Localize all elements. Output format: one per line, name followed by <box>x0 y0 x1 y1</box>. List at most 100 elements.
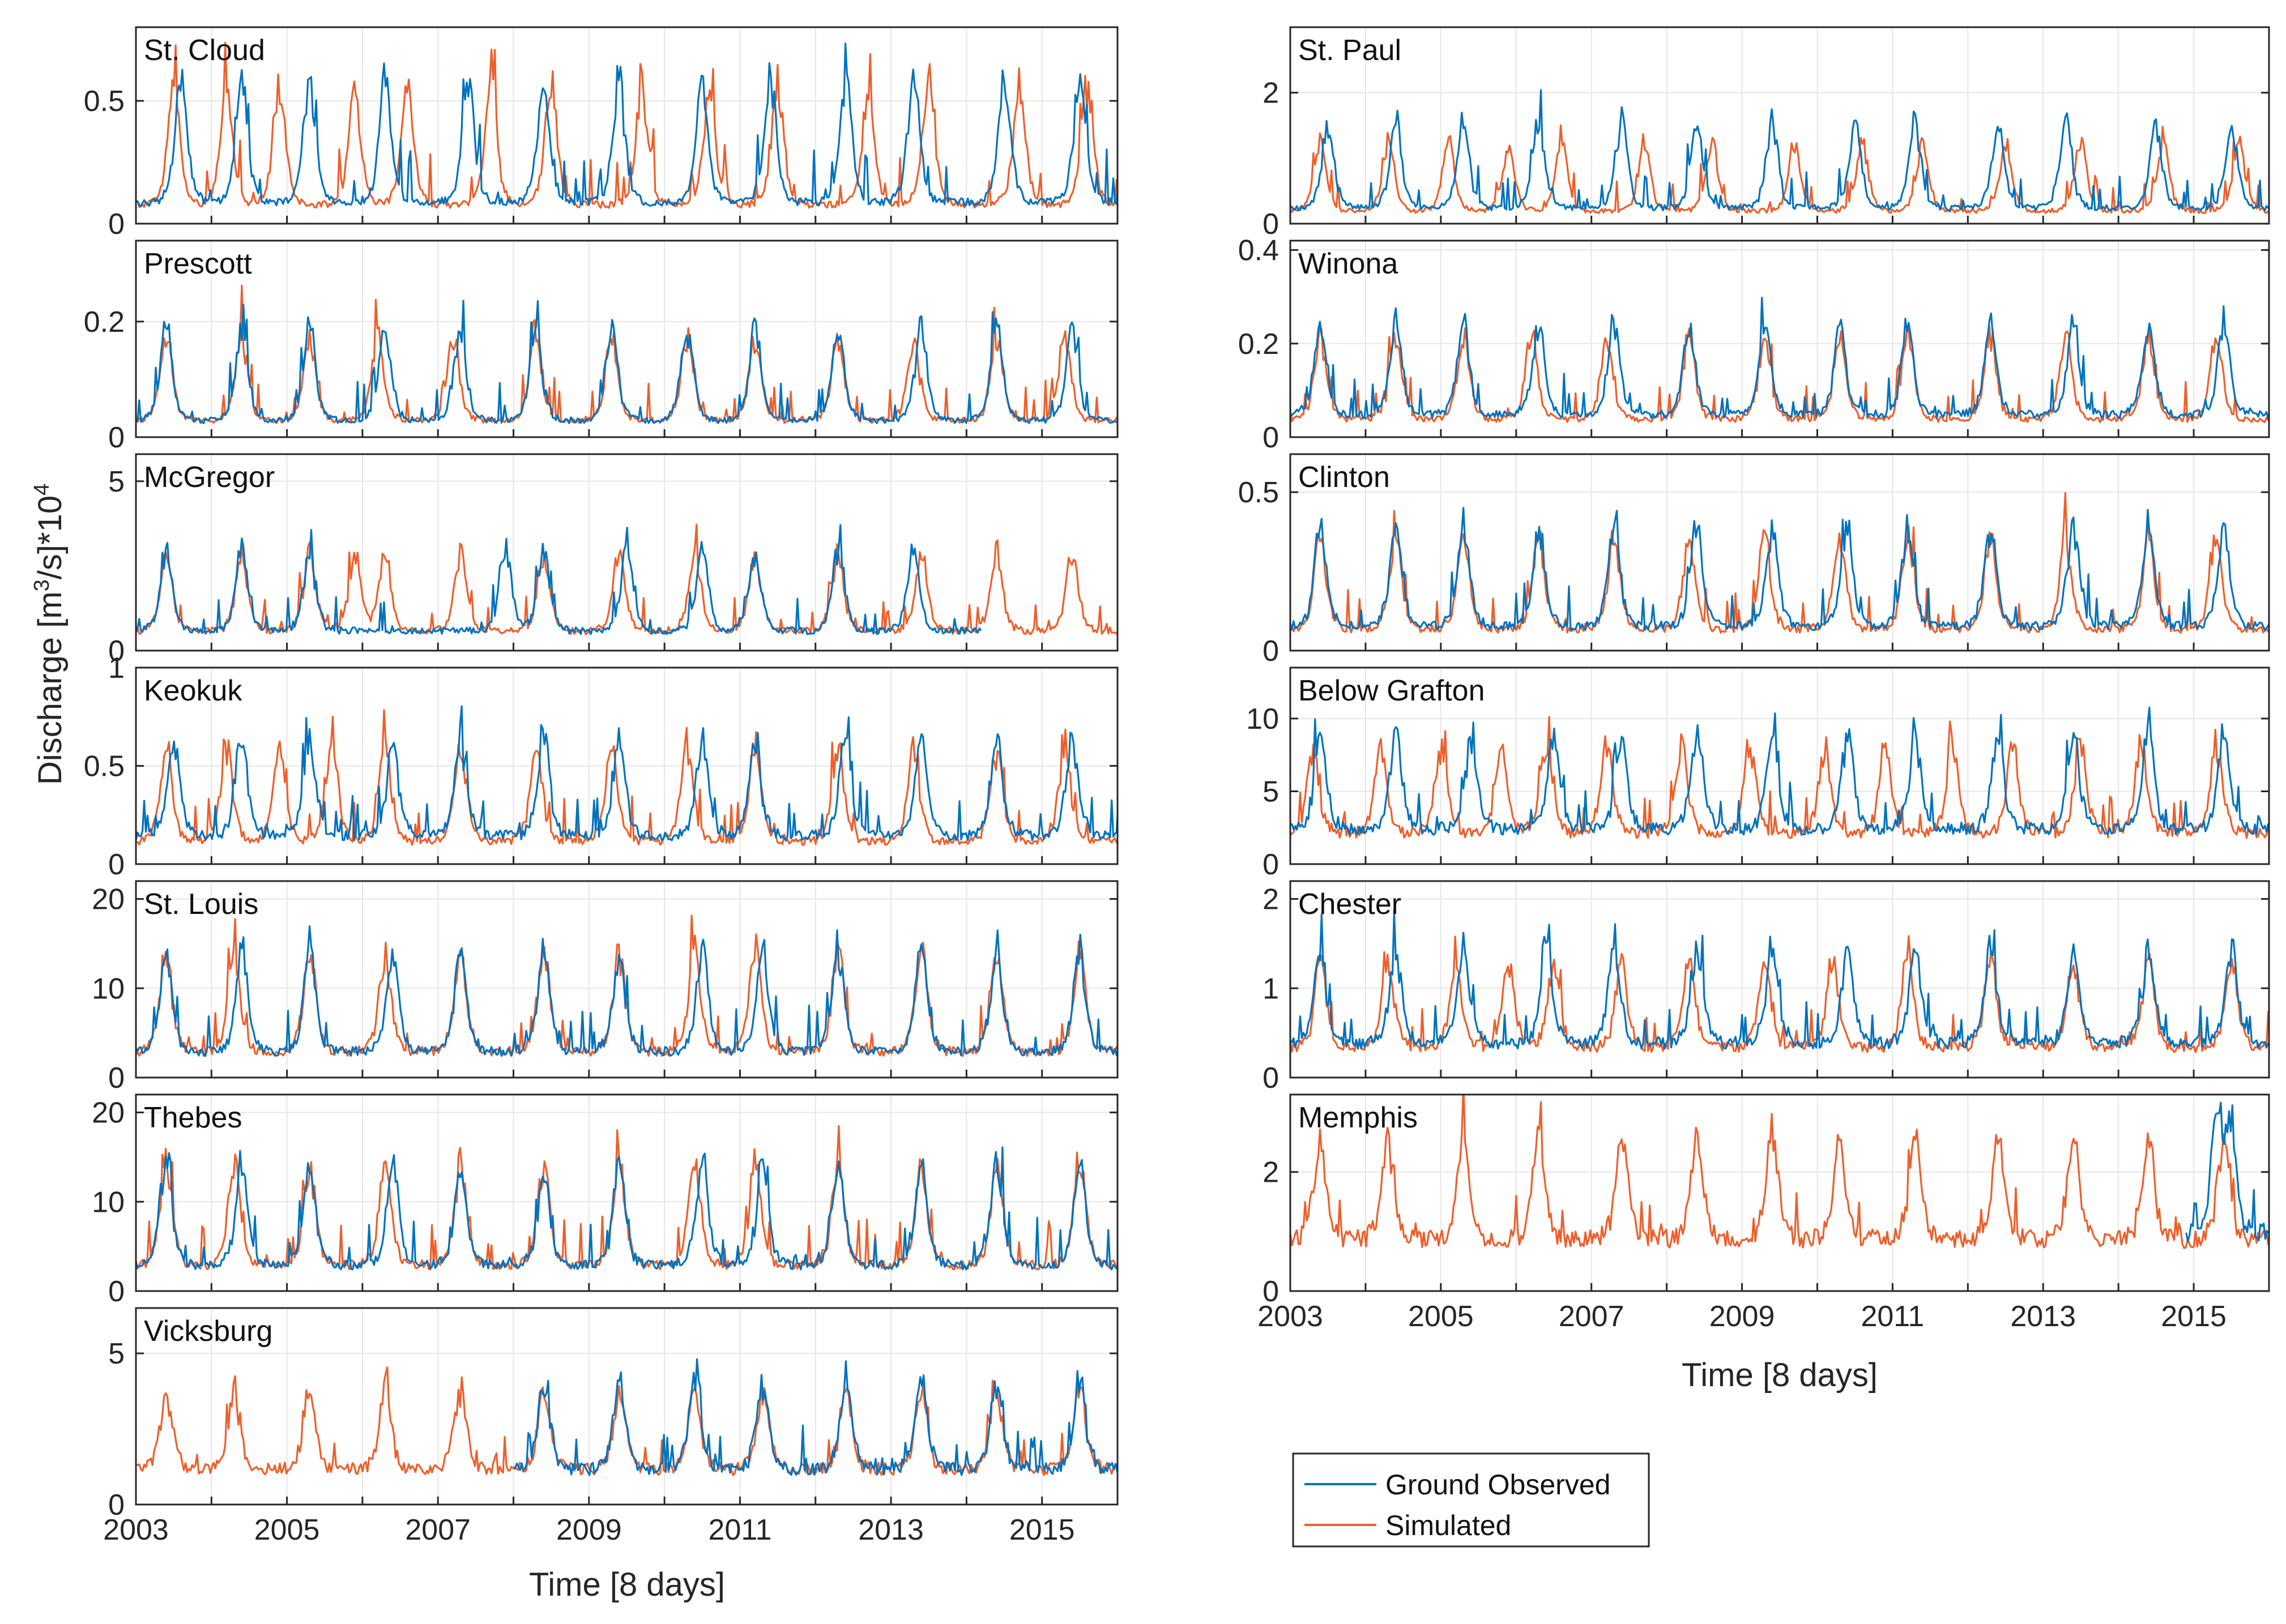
plot-area <box>136 454 1118 651</box>
series-line-observed <box>136 524 982 635</box>
panel-mcgregor: 0 5 McGregor <box>108 453 1119 668</box>
panel-title: Chester <box>1298 888 1401 921</box>
series-line-simulated <box>1290 1095 2269 1249</box>
x-tick-label: 2009 <box>1709 1300 1775 1333</box>
y-tick-label: 1 <box>1263 972 1279 1005</box>
panel-keokuk: 0 0.5 1 Keokuk <box>84 652 1119 881</box>
series-line-observed <box>136 42 1118 207</box>
series-group <box>136 523 1118 635</box>
series-group <box>136 284 1118 424</box>
series-group <box>136 914 1118 1057</box>
series-line-observed <box>136 1146 1118 1271</box>
y-tick-label: 0 <box>108 848 125 881</box>
series-line-observed <box>136 300 1118 424</box>
panel-st-paul: 0 2 St. Paul <box>1263 26 2270 241</box>
series-line-observed <box>136 705 1118 841</box>
y-tick-label: 0.4 <box>1238 234 1279 267</box>
ylabel-mid: /s]*10 <box>32 495 69 579</box>
panel-frame <box>1289 1093 2270 1292</box>
plot-area <box>1290 27 2269 224</box>
series-line-observed <box>513 1358 1118 1476</box>
panels-group: 0 0.5 St. Cloud 0 0.2 Prescott 0 5 McGregor 0 0.5 1… <box>84 26 2270 1546</box>
series-line-observed <box>2185 1101 2269 1242</box>
panel-title: St. Louis <box>144 888 258 921</box>
ylabel-sup2: 4 <box>30 484 54 495</box>
x-tick-label: 2003 <box>1257 1300 1323 1333</box>
x-axis-label-left: Time [8 days] <box>529 1566 725 1603</box>
series-line-observed <box>1290 707 2269 836</box>
x-tick-label: 2007 <box>405 1514 471 1546</box>
y-tick-label: 1 <box>108 652 125 685</box>
series-line-observed <box>1290 89 2269 212</box>
y-tick-label: 0 <box>1263 635 1279 668</box>
panel-title: Below Grafton <box>1298 674 1485 707</box>
panel-title: Memphis <box>1298 1101 1418 1134</box>
series-line-observed <box>1290 507 2269 631</box>
series-line-simulated <box>136 284 1118 424</box>
panel-vicksburg: 0 5 2003 2005 2007 2009 2011 2013 2015 Vicksburg <box>103 1307 1119 1546</box>
y-tick-label: 0 <box>108 208 125 241</box>
plot-area <box>136 27 1118 224</box>
x-tick-label: 2009 <box>556 1514 622 1546</box>
y-tick-label: 0 <box>108 1062 125 1095</box>
x-tick-label: 2005 <box>1408 1300 1474 1333</box>
legend-label-simulated: Simulated <box>1385 1510 1511 1541</box>
panel-below-grafton: 0 5 10 Below Grafton <box>1246 666 2270 881</box>
series-group <box>1290 492 2269 634</box>
y-tick-label: 2 <box>1263 1156 1279 1189</box>
panel-frame <box>1289 666 2270 865</box>
legend-label-observed: Ground Observed <box>1385 1469 1610 1501</box>
panel-title: McGregor <box>144 461 275 494</box>
series-line-observed <box>1290 297 2269 420</box>
ylabel-main: Discharge [m <box>32 591 69 785</box>
plot-area <box>136 241 1118 437</box>
series-group <box>1290 707 2269 839</box>
y-tick-label: 0 <box>108 421 125 454</box>
x-tick-label: 2015 <box>1009 1514 1075 1546</box>
series-line-simulated <box>136 709 1118 846</box>
x-tick-label: 2005 <box>254 1514 320 1546</box>
legend: Ground Observed Simulated <box>1292 1452 1650 1548</box>
series-group <box>136 705 1118 846</box>
y-tick-label: 0 <box>108 635 125 668</box>
grid <box>1290 1095 2269 1291</box>
grid <box>136 27 1118 224</box>
grid <box>1290 241 2269 437</box>
y-tick-label: 0 <box>1263 1062 1279 1095</box>
series-group <box>136 1358 1118 1476</box>
series-group <box>1290 89 2269 214</box>
panel-frame <box>135 453 1119 652</box>
x-tick-label: 2003 <box>103 1514 169 1546</box>
panel-frame <box>135 1093 1119 1292</box>
x-tick-label: 2011 <box>1861 1300 1924 1333</box>
y-tick-label: 0 <box>1263 848 1279 881</box>
panel-frame <box>1289 240 2270 438</box>
y-tick-label: 10 <box>1246 703 1279 736</box>
series-line-observed <box>136 925 1118 1057</box>
panel-thebes: 0 10 20 Thebes <box>92 1093 1119 1308</box>
y-tick-label: 0.5 <box>84 750 125 783</box>
series-line-simulated <box>136 41 1118 209</box>
y-tick-label: 0.2 <box>1238 328 1279 361</box>
panel-title: Prescott <box>144 247 252 280</box>
y-tick-label: 0 <box>1263 421 1279 454</box>
panel-winona: 0 0.2 0.4 Winona <box>1238 234 2270 454</box>
series-group <box>1290 1095 2269 1249</box>
panel-frame <box>135 880 1119 1079</box>
panel-memphis: 0 2 2003 2005 2007 2009 2011 2013 2015 Memphis <box>1257 1093 2270 1333</box>
y-tick-label: 0.2 <box>84 306 125 339</box>
y-tick-label: 20 <box>92 883 125 916</box>
series-line-simulated <box>1290 935 2269 1053</box>
x-tick-label: 2013 <box>858 1514 924 1546</box>
y-tick-label: 0 <box>108 1489 125 1522</box>
panel-frame <box>135 1307 1119 1506</box>
y-tick-label: 10 <box>92 972 125 1005</box>
panel-clinton: 0 0.5 Clinton <box>1238 453 2270 668</box>
y-tick-label: 0 <box>108 1275 125 1308</box>
y-tick-label: 0.5 <box>1238 476 1279 509</box>
plot-area <box>136 1308 1118 1505</box>
panel-frame <box>135 26 1119 225</box>
panel-frame <box>1289 26 2270 225</box>
y-tick-label: 2 <box>1263 77 1279 110</box>
